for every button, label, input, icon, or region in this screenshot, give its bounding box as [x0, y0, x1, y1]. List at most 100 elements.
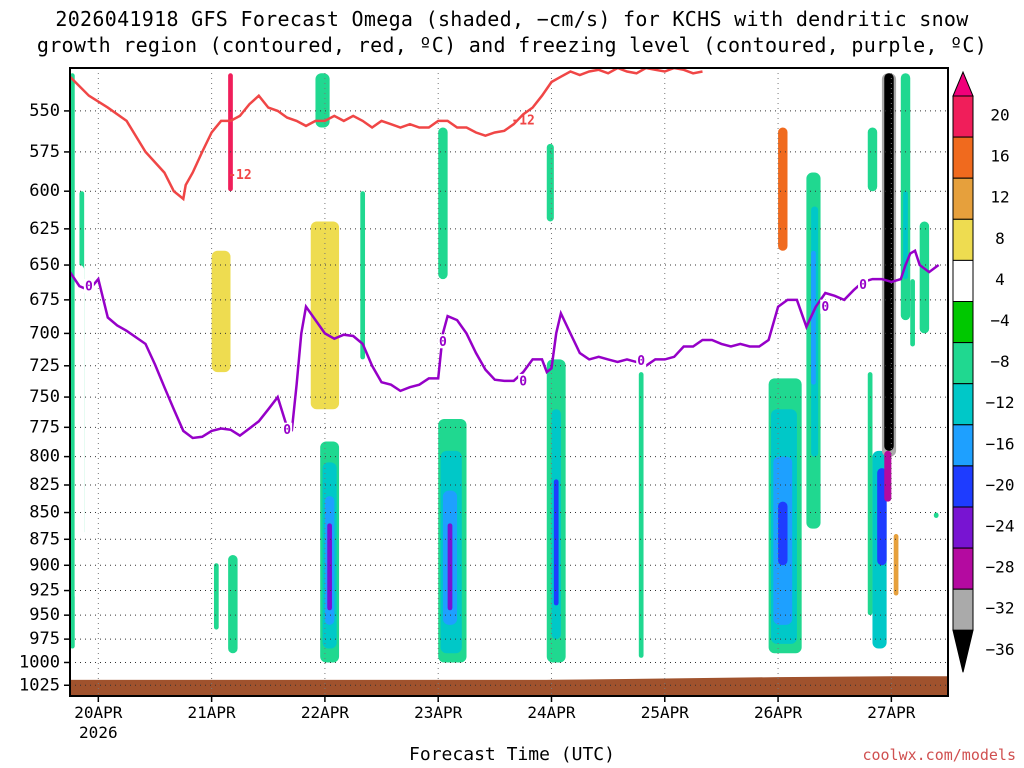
omega-cell-i	[213, 563, 219, 630]
x-tick-label-20APR: 20APR	[74, 703, 123, 722]
y-tick-label-675: 675	[29, 290, 60, 310]
colorbar-segment-6	[952, 342, 974, 385]
omega-cell-q	[327, 523, 332, 611]
y-tick-label-700: 700	[29, 323, 60, 343]
freezing-label-bg	[820, 299, 831, 314]
omega-cell-t	[390, 306, 396, 463]
freezing-level-line	[70, 248, 940, 440]
freezing-contour-label: 0	[85, 280, 93, 295]
omega-cell-am	[778, 127, 788, 251]
omega-cell-w	[438, 127, 448, 280]
colorbar: 20 16 12 8 4 −4 −8 −12 −16 −20 −24 −28 −32 −36	[952, 70, 1015, 673]
omega-cell-m	[315, 73, 330, 128]
dgz-contour-minus12-line	[70, 68, 703, 202]
x-tick-label-22APR: 22APR	[301, 703, 350, 722]
y-tick-label-850: 850	[29, 503, 60, 523]
omega-cell-av	[867, 127, 878, 192]
colorbar-segment-10	[952, 506, 974, 549]
freezing-contour-label: 0	[519, 374, 527, 389]
colorbar-segment-4	[952, 259, 974, 302]
contour-layer: -12 -12 0 0 0 0 0 0 0	[70, 68, 940, 440]
colorbar-segment-5	[952, 301, 974, 344]
y-tick-label-775: 775	[29, 417, 60, 437]
chart-title: 2026041918 GFS Forecast Omega (shaded, −…	[0, 6, 1024, 58]
y-tick-label-575: 575	[29, 142, 60, 162]
colorbar-label-6: −8	[990, 352, 1009, 371]
freezing-contour-label: 0	[637, 354, 645, 369]
y-tick-label-875: 875	[29, 529, 60, 549]
omega-cell-a	[70, 73, 75, 649]
omega-cell-ab	[447, 523, 453, 611]
dgz-contour-label: -12	[228, 168, 251, 183]
y-tick-label-900: 900	[29, 555, 60, 575]
omega-cell-l	[310, 221, 340, 410]
title-line-1: 2026041918 GFS Forecast Omega (shaded, −…	[55, 7, 969, 31]
colorbar-segment-0	[952, 95, 974, 138]
colorbar-top-cap	[952, 70, 974, 97]
ground-layer	[70, 676, 948, 696]
x-tick-label-23APR: 23APR	[414, 703, 463, 722]
freezing-label-bg	[518, 373, 529, 388]
omega-cell-u	[409, 73, 420, 128]
freezing-contour-label: 0	[439, 335, 447, 350]
x-tick-label-25APR: 25APR	[641, 703, 690, 722]
y-tick-label-600: 600	[29, 181, 60, 201]
omega-cell-j	[228, 554, 238, 654]
omega-cell-g	[211, 250, 231, 373]
x-axis-label: Forecast Time (UTC)	[409, 744, 615, 765]
omega-cell-ai	[660, 272, 670, 373]
y-tick-label-625: 625	[29, 219, 60, 239]
omega-cell-e	[164, 73, 193, 410]
colorbar-segment-1	[952, 136, 974, 179]
freezing-contour-label: 0	[821, 300, 829, 315]
colorbar-label-11: −28	[986, 558, 1015, 577]
colorbar-segment-9	[952, 465, 974, 508]
plot-frame	[69, 67, 949, 697]
y-tick-label-800: 800	[29, 447, 60, 467]
y-tick-label-650: 650	[29, 255, 60, 275]
x-tick-label-27APR: 27APR	[867, 703, 916, 722]
colorbar-segment-3	[952, 218, 974, 261]
y-tick-label-825: 825	[29, 475, 60, 495]
omega-cell-v	[419, 456, 429, 654]
omega-cell-au	[848, 73, 878, 280]
omega-cell-bi	[919, 221, 930, 334]
ground-surface	[70, 676, 948, 696]
omega-cell-h	[228, 73, 233, 192]
colorbar-label-12: −32	[986, 599, 1015, 618]
freezing-label-bg	[83, 279, 94, 294]
freezing-contour-label: 0	[283, 423, 291, 438]
y-tick-label-950: 950	[29, 605, 60, 625]
colorbar-label-1: 16	[990, 147, 1009, 166]
omega-shading-layer	[70, 73, 939, 663]
x-year-label: 2026	[79, 723, 118, 742]
omega-cell-s	[360, 191, 366, 360]
freezing-label-bg	[636, 353, 647, 368]
omega-cell-ad	[527, 221, 533, 360]
colorbar-label-3: 8	[995, 229, 1005, 248]
y-axis: 550 575 600 625 650 675 700 725 750 775 800 825 850 8…	[19, 101, 70, 695]
freezing-label-bg	[858, 277, 869, 292]
omega-cell-bd	[893, 533, 899, 596]
colorbar-label-13: −36	[986, 640, 1015, 659]
x-tick-label-21APR: 21APR	[188, 703, 237, 722]
x-axis: 20APR 21APR 22APR 23APR 24APR 25APR 26APR 27APR…	[74, 696, 916, 742]
omega-cell-bj	[933, 512, 939, 518]
y-tick-label-925: 925	[29, 581, 60, 601]
x-tick-label-24APR: 24APR	[527, 703, 576, 722]
title-line-2: growth region (contoured, red, ºC) and f…	[36, 33, 988, 57]
y-tick-label-1000: 1000	[19, 652, 60, 672]
omega-cell-bf	[903, 191, 908, 280]
omega-cell-aw	[867, 372, 873, 616]
colorbar-segment-12	[952, 588, 974, 631]
colorbar-label-10: −24	[986, 517, 1015, 536]
omega-cell-d	[103, 333, 113, 480]
omega-cell-aj	[650, 523, 661, 630]
colorbar-segment-2	[952, 177, 974, 220]
omega-cell-ba	[884, 73, 894, 451]
credit-text: coolwx.com/models	[862, 746, 1016, 764]
omega-cell-bh	[910, 279, 915, 347]
y-tick-label-975: 975	[29, 629, 60, 649]
freezing-contour-label: 0	[859, 278, 867, 293]
